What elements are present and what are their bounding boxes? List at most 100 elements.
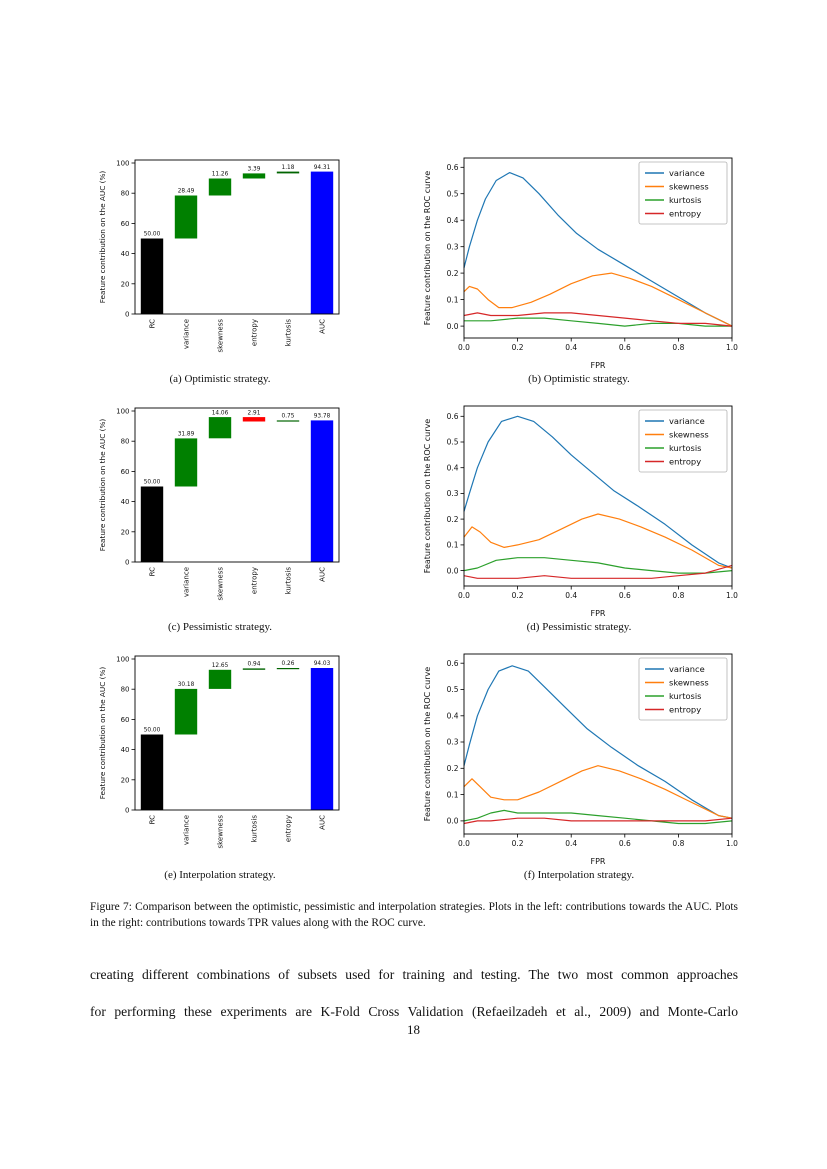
svg-text:kurtosis: kurtosis — [669, 195, 702, 205]
svg-text:0.5: 0.5 — [447, 438, 459, 447]
svg-text:93.78: 93.78 — [314, 414, 331, 420]
svg-text:0.4: 0.4 — [447, 463, 459, 472]
subfigure-a: 0 20 40 60 80 100 Feature contribution on the … — [95, 150, 345, 385]
svg-text:entropy: entropy — [251, 567, 259, 594]
body-line-1: creating different combinations of subse… — [90, 967, 738, 982]
svg-text:entropy: entropy — [669, 208, 701, 218]
figure-row-2: 0 20 40 60 80 100 Feature contribution on the … — [95, 398, 740, 633]
svg-text:entropy: entropy — [669, 456, 701, 466]
svg-text:0.0: 0.0 — [458, 343, 470, 352]
svg-text:variance: variance — [183, 815, 191, 845]
svg-text:skewness: skewness — [217, 567, 225, 601]
figure-7: 0 20 40 60 80 100 Feature contribution on the … — [95, 150, 740, 894]
svg-text:0.5: 0.5 — [447, 189, 459, 198]
svg-text:11.26: 11.26 — [212, 172, 229, 178]
svg-text:50.00: 50.00 — [144, 728, 161, 734]
svg-text:0.2: 0.2 — [447, 515, 459, 524]
svg-text:100: 100 — [116, 656, 129, 664]
svg-text:20: 20 — [121, 528, 130, 536]
svg-text:kurtosis: kurtosis — [251, 815, 259, 843]
svg-text:AUC: AUC — [319, 815, 327, 830]
svg-text:RC: RC — [149, 567, 157, 577]
svg-text:kurtosis: kurtosis — [669, 691, 702, 701]
subcaption-f: (f) Interpolation strategy. — [523, 869, 635, 881]
svg-text:0.4: 0.4 — [447, 216, 459, 225]
svg-text:1.0: 1.0 — [726, 591, 738, 600]
svg-text:40: 40 — [121, 250, 130, 258]
svg-text:31.89: 31.89 — [178, 432, 195, 438]
svg-text:0.6: 0.6 — [619, 839, 631, 848]
subfigure-f: 0.0 0.2 0.4 0.6 0.8 1.0 0.0 0.1 0.2 0.3 0.4 0.5 0.6 F… — [418, 646, 740, 881]
svg-text:0.8: 0.8 — [672, 343, 684, 352]
subcaption-a: (a) Optimistic strategy. — [169, 373, 271, 385]
roc-chart-pessimistic: 0.0 0.2 0.4 0.6 0.8 1.0 0.0 0.1 0.2 0.3 0.4 0.5 0.6 F… — [418, 398, 740, 620]
svg-text:1.0: 1.0 — [726, 839, 738, 848]
svg-text:94.31: 94.31 — [314, 165, 331, 171]
svg-text:2.91: 2.91 — [248, 410, 261, 416]
svg-text:1.0: 1.0 — [726, 343, 738, 352]
subfigure-c: 0 20 40 60 80 100 Feature contribution on the … — [95, 398, 345, 633]
svg-text:40: 40 — [121, 498, 130, 506]
svg-text:0.3: 0.3 — [447, 738, 459, 747]
svg-text:0.2: 0.2 — [512, 343, 524, 352]
body-paragraph: creating different combinations of subse… — [90, 966, 738, 1040]
subfigure-e: 0 20 40 60 80 100 Feature contribution on the … — [95, 646, 345, 881]
svg-text:Feature contribution on the RO: Feature contribution on the ROC curve — [423, 667, 432, 821]
svg-text:0: 0 — [125, 311, 129, 319]
svg-text:0.2: 0.2 — [512, 839, 524, 848]
svg-text:0.5: 0.5 — [447, 685, 459, 694]
svg-text:0.2: 0.2 — [447, 269, 459, 278]
svg-text:0.0: 0.0 — [458, 591, 470, 600]
svg-text:variance: variance — [669, 664, 705, 674]
subcaption-c: (c) Pessimistic strategy. — [167, 621, 273, 633]
svg-text:FPR: FPR — [591, 857, 606, 866]
figure-caption: Figure 7: Comparison between the optimis… — [90, 901, 738, 929]
svg-text:12.65: 12.65 — [212, 663, 229, 669]
svg-text:skewness: skewness — [669, 429, 709, 439]
svg-text:0.6: 0.6 — [619, 591, 631, 600]
svg-text:80: 80 — [121, 438, 130, 446]
svg-text:entropy: entropy — [669, 704, 701, 714]
svg-text:0: 0 — [125, 559, 129, 567]
svg-text:skewness: skewness — [217, 815, 225, 849]
svg-text:0.2: 0.2 — [512, 591, 524, 600]
svg-text:1.18: 1.18 — [282, 165, 295, 171]
svg-text:94.03: 94.03 — [314, 661, 331, 667]
svg-text:0.8: 0.8 — [672, 591, 684, 600]
subcaption-d: (d) Pessimistic strategy. — [526, 621, 632, 633]
svg-text:50.00: 50.00 — [144, 480, 161, 486]
svg-text:kurtosis: kurtosis — [285, 319, 293, 347]
svg-text:28.49: 28.49 — [178, 189, 195, 195]
svg-text:40: 40 — [121, 746, 130, 754]
svg-text:Feature contribution on the RO: Feature contribution on the ROC curve — [423, 419, 432, 573]
svg-text:0.75: 0.75 — [282, 414, 295, 420]
svg-text:0.0: 0.0 — [447, 817, 459, 826]
svg-text:0.1: 0.1 — [447, 295, 459, 304]
figure-row-1: 0 20 40 60 80 100 Feature contribution on the … — [95, 150, 740, 385]
svg-text:skewness: skewness — [217, 319, 225, 353]
svg-text:14.06: 14.06 — [212, 410, 229, 416]
svg-text:80: 80 — [121, 686, 130, 694]
waterfall-chart-interpolation: 0 20 40 60 80 100 Feature contribution on the … — [95, 646, 345, 868]
body-line-2: for performing these experiments are K-F… — [90, 1004, 738, 1019]
svg-text:0.94: 0.94 — [248, 662, 261, 668]
svg-text:0.4: 0.4 — [565, 839, 577, 848]
svg-text:variance: variance — [183, 319, 191, 349]
svg-text:0.4: 0.4 — [447, 712, 459, 721]
svg-text:variance: variance — [183, 567, 191, 597]
svg-text:entropy: entropy — [251, 319, 259, 346]
svg-text:30.18: 30.18 — [178, 682, 195, 688]
svg-text:kurtosis: kurtosis — [285, 567, 293, 595]
svg-text:RC: RC — [149, 815, 157, 825]
svg-text:20: 20 — [121, 280, 130, 288]
svg-text:0.8: 0.8 — [672, 839, 684, 848]
roc-chart-interpolation: 0.0 0.2 0.4 0.6 0.8 1.0 0.0 0.1 0.2 0.3 0.4 0.5 0.6 F… — [418, 646, 740, 868]
subfigure-d: 0.0 0.2 0.4 0.6 0.8 1.0 0.0 0.1 0.2 0.3 0.4 0.5 0.6 F… — [418, 398, 740, 633]
svg-text:0.3: 0.3 — [447, 242, 459, 251]
svg-text:Feature contribution on the RO: Feature contribution on the ROC curve — [423, 171, 432, 325]
svg-text:0.4: 0.4 — [565, 591, 577, 600]
roc-chart-optimistic: 0.0 0.2 0.4 0.6 0.8 1.0 0.0 0.1 0.2 0.3 0.4 0.5 0.6 F… — [418, 150, 740, 372]
subcaption-e: (e) Interpolation strategy. — [164, 869, 276, 881]
svg-text:50.00: 50.00 — [144, 232, 161, 238]
